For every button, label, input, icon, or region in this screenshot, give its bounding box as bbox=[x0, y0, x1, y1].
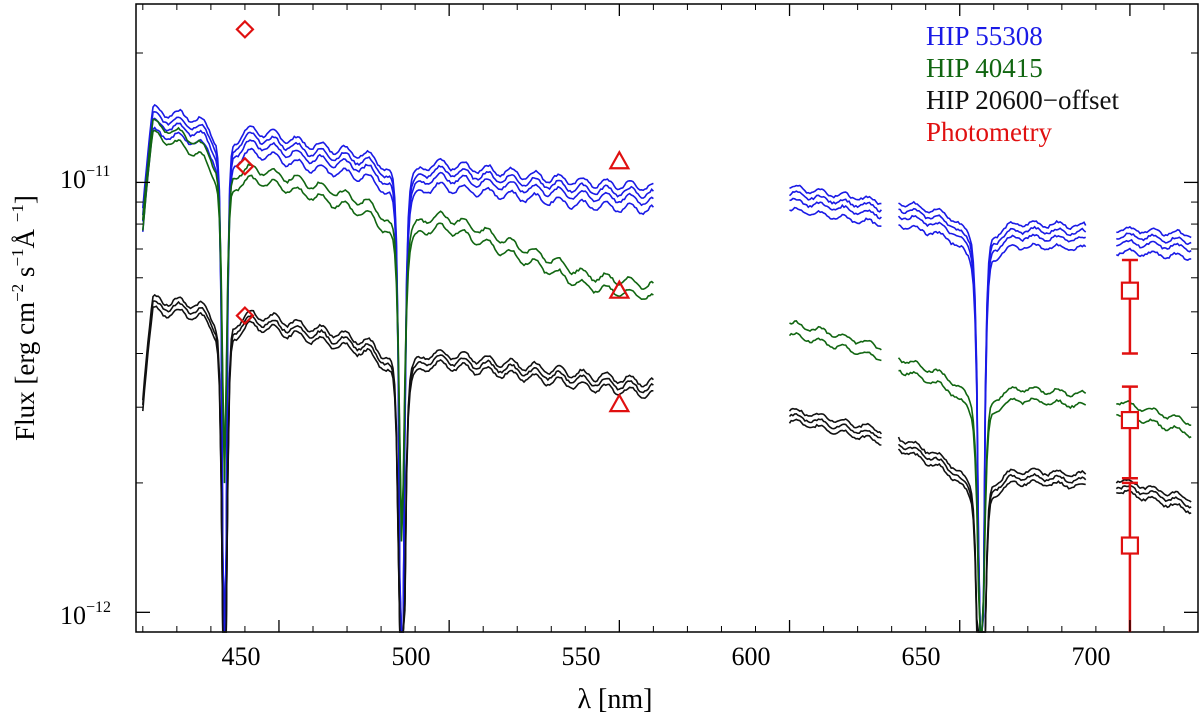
legend-entry-hip-40415: HIP 40415 bbox=[926, 53, 1043, 83]
y-axis-label: Flux [erg cm−2 s−1Å −1] bbox=[8, 195, 40, 441]
spectrum-line-hip-20600-offset bbox=[788, 412, 882, 439]
spectrum-line-hip-55308 bbox=[789, 197, 882, 220]
spectrum-line-hip-55308 bbox=[1116, 232, 1192, 246]
spectrum-line-hip-20600-offset bbox=[897, 443, 1087, 633]
spectrum-line-hip-40415 bbox=[897, 357, 1087, 633]
spectrum-line-hip-20600-offset bbox=[897, 436, 1087, 633]
x-tick-label: 600 bbox=[732, 642, 771, 671]
legend-entry-hip-55308: HIP 55308 bbox=[926, 21, 1043, 51]
spectrum-line-hip-55308 bbox=[898, 224, 1087, 633]
spectrum-line-hip-55308 bbox=[1116, 238, 1192, 253]
x-tick-label: 550 bbox=[562, 642, 601, 671]
spectrum-line-hip-20600-offset bbox=[897, 448, 1086, 633]
spectrum-line-hip-20600-offset bbox=[1115, 478, 1192, 503]
spectrum-line-hip-40415 bbox=[142, 129, 654, 542]
photometry-layer bbox=[235, 19, 1140, 632]
axis-ticks bbox=[136, 4, 1199, 632]
spectrum-line-hip-55308 bbox=[788, 190, 883, 213]
legend: HIP 55308 HIP 40415 HIP 20600−offset Pho… bbox=[926, 21, 1119, 147]
x-axis-label: λ [nm] bbox=[577, 684, 652, 715]
spectrum-line-hip-55308 bbox=[789, 206, 882, 227]
y-tick-label-1e-11: 10−11 bbox=[60, 163, 110, 194]
x-tick-label: 700 bbox=[1072, 642, 1111, 671]
x-tick-label: 450 bbox=[222, 642, 261, 671]
photometry-square-marker bbox=[1120, 281, 1140, 300]
photometry-diamond-marker bbox=[235, 156, 255, 176]
spectrum-line-hip-40415 bbox=[789, 320, 882, 351]
spectrum-line-hip-55308 bbox=[1115, 247, 1192, 261]
photometry-square-marker bbox=[1120, 410, 1140, 430]
plot-frame bbox=[135, 3, 1199, 633]
photometry-diamond-marker bbox=[235, 19, 255, 39]
legend-entry-hip-20600: HIP 20600−offset bbox=[926, 85, 1119, 115]
spectrum-line-hip-55308 bbox=[789, 184, 882, 206]
x-tick-labels: 450 500 550 600 650 700 bbox=[222, 642, 1111, 671]
spectrum-line-hip-40415 bbox=[898, 369, 1087, 633]
x-tick-label: 650 bbox=[902, 642, 941, 671]
photometry-triangle-marker bbox=[608, 150, 631, 170]
spectrum-line-hip-55308 bbox=[1116, 225, 1192, 239]
photometry-triangle-marker bbox=[608, 392, 631, 413]
legend-entry-photometry: Photometry bbox=[926, 117, 1052, 147]
spectrum-line-hip-55308 bbox=[898, 207, 1087, 633]
photometry-triangle-marker bbox=[608, 279, 631, 299]
spectra-layer bbox=[142, 103, 1192, 633]
photometry-diamond-marker bbox=[235, 306, 255, 326]
spectrum-line-hip-20600-offset bbox=[788, 407, 883, 435]
x-tick-label: 500 bbox=[392, 642, 431, 671]
y-tick-label-1e-12: 10−12 bbox=[60, 599, 111, 630]
spectrum-line-hip-20600-offset bbox=[788, 418, 882, 446]
spectrum-line-hip-55308 bbox=[898, 200, 1087, 633]
spectrum-line-hip-40415 bbox=[788, 331, 882, 362]
spectrum-line-hip-55308 bbox=[897, 214, 1087, 633]
spectrum-line-hip-20600-offset bbox=[142, 305, 654, 633]
photometry-square-marker bbox=[1120, 536, 1140, 555]
